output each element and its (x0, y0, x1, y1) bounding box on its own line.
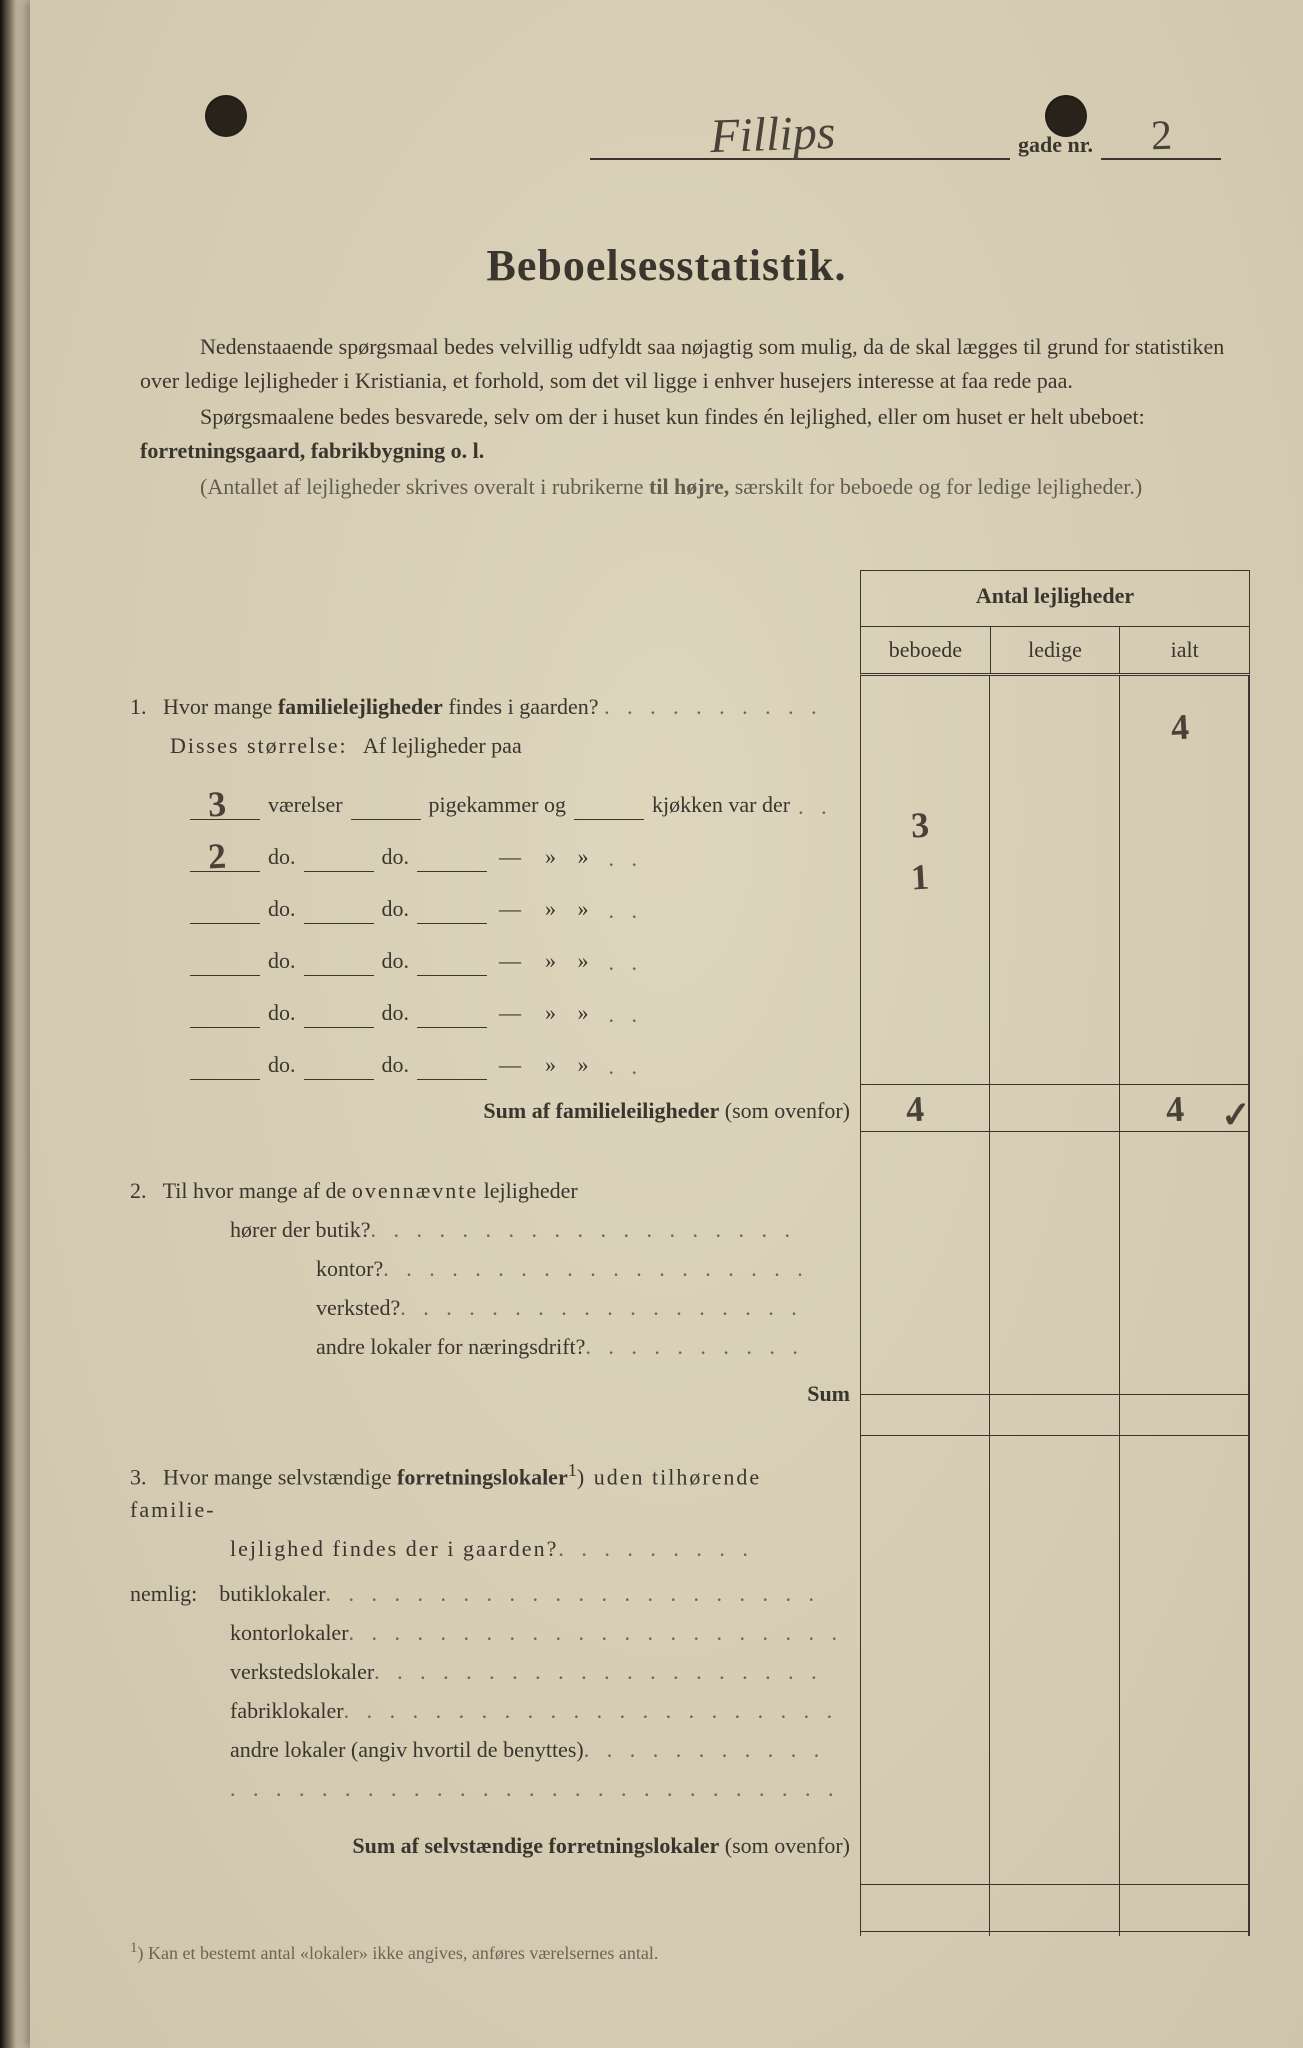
q1-disses: Disses størrelse: Af lejligheder paa (170, 729, 850, 762)
q3-line1: 3. Hvor mange selvstændige forretningslo… (130, 1457, 850, 1526)
size-row: 2do.do.—» ». . . (190, 820, 850, 872)
q2-kontor: kontor?. . . . . . . . . . . . . . . . .… (316, 1252, 850, 1285)
gade-nr-handwritten: 2 (1150, 112, 1173, 161)
document-title: Beboelsesstatistik. (30, 240, 1303, 291)
table-body: 4 3 1 4 4 ✓ (860, 676, 1250, 1936)
punch-hole-left (205, 95, 247, 137)
header-street-line: Fillips gade nr. 2 (590, 120, 1221, 160)
q2-sum: Sum (130, 1381, 850, 1407)
col-ledige: ledige (991, 627, 1121, 673)
size-row: do.do.—» ». . . (190, 872, 850, 924)
gade-nr-blank: 2 (1101, 120, 1221, 160)
sum-line-2 (861, 1394, 1249, 1436)
col-ialt: ialt (1120, 627, 1249, 673)
table-subheader: beboede ledige ialt (860, 626, 1250, 676)
hw-ialt-q1: 4 (1170, 706, 1190, 749)
q3-sum: Sum af selvstændige forretningslokaler (… (130, 1833, 850, 1859)
scanned-page: Fillips gade nr. 2 Beboelsesstatistik. N… (0, 0, 1303, 2048)
street-name-blank: Fillips (590, 120, 1010, 160)
intro-text: Nedenstaaende spørgsmaal bedes velvillig… (140, 330, 1240, 506)
street-name-handwritten: Fillips (709, 105, 836, 164)
q3-kontor: kontorlokaler. . . . . . . . . . . . . .… (230, 1616, 850, 1649)
q3-fabrik: fabriklokaler. . . . . . . . . . . . . .… (230, 1694, 850, 1727)
q3-line2: lejlighed findes der i gaarden?. . . . .… (230, 1532, 850, 1565)
gade-nr-label: gade nr. (1010, 132, 1101, 160)
intro-p1: Nedenstaaende spørgsmaal bedes velvillig… (140, 330, 1240, 398)
hw-sum-ialt: 4 (1165, 1088, 1185, 1131)
sum-line-3 (861, 1884, 1249, 1932)
paper-sheet: Fillips gade nr. 2 Beboelsesstatistik. N… (30, 0, 1303, 2048)
hw-sum-beboede: 4 (905, 1088, 925, 1131)
hw-sum-check: ✓ (1220, 1093, 1252, 1137)
hw-beboede-r1: 3 (910, 804, 930, 847)
hw-beboede-r2: 1 (910, 856, 930, 899)
q2-verksted: verksted?. . . . . . . . . . . . . . . .… (316, 1291, 850, 1324)
dots: . . . . . . . . . . . . . . . (604, 690, 824, 723)
table-col-3 (1120, 676, 1249, 1936)
q1-sum: Sum af familieleiligheder (som ovenfor) (130, 1098, 850, 1124)
intro-p3: (Antallet af lejligheder skrives overalt… (140, 470, 1240, 504)
size-row: do.do.—» ». . . (190, 924, 850, 976)
size-row: do.do.—» ». . . (190, 1028, 850, 1080)
footnote: 1) Kan et bestemt antal «lokaler» ikke a… (130, 1940, 658, 1964)
q2-andre: andre lokaler for næringsdrift?. . . . .… (316, 1330, 850, 1363)
q2-line: 2. Til hvor mange af de ovennævnte lejli… (130, 1174, 850, 1207)
q3-nemlig: nemlig: butiklokaler. . . . . . . . . . … (130, 1577, 850, 1610)
intro-p2: Spørgsmaalene bedes besvarede, selv om d… (140, 400, 1240, 468)
size-row: do.do.—» ». . . (190, 976, 850, 1028)
col-beboede: beboede (861, 627, 991, 673)
table-header: Antal lejligheder (860, 570, 1250, 626)
q3-blank: . . . . . . . . . . . . . . . . . . . . … (230, 1772, 850, 1805)
size-rows: 3værelserpigekammer ogkjøkken var der. .… (130, 768, 850, 1080)
table-col-2 (990, 676, 1119, 1936)
questions-content: 1. Hvor mange familielejligheder findes … (130, 690, 850, 1859)
q1-line: 1. Hvor mange familielejligheder findes … (130, 690, 850, 723)
q3-verksted: verkstedslokaler. . . . . . . . . . . . … (230, 1655, 850, 1688)
count-table: Antal lejligheder beboede ledige ialt 4 … (860, 570, 1250, 1936)
size-row: 3værelserpigekammer ogkjøkken var der. .… (190, 768, 850, 820)
q2-butik: hører der butik?. . . . . . . . . . . . … (230, 1213, 850, 1246)
q3-andre: andre lokaler (angiv hvortil de benyttes… (230, 1733, 850, 1766)
